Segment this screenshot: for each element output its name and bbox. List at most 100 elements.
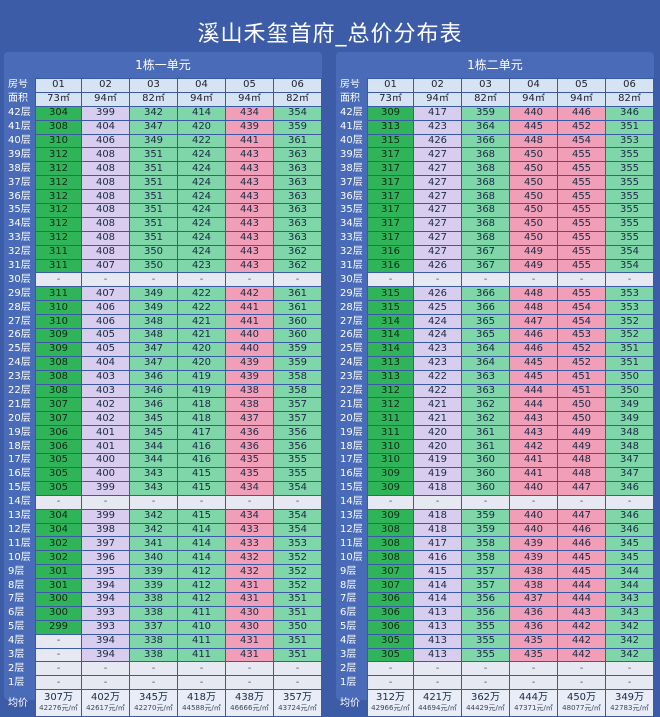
floor-label: 11层 [8, 537, 31, 549]
price-cell: 454 [557, 300, 606, 316]
price-cell: 411 [177, 647, 226, 663]
unit-number-06: 06 [273, 78, 322, 93]
price-cell: 421 [177, 314, 226, 330]
price-cell: 305 [35, 466, 82, 482]
floor-label: 32层 [8, 246, 31, 258]
floor-row: 8层 301 394 339 412 431 352 [6, 578, 322, 593]
price-cell: 434 [225, 508, 274, 524]
price-cell: 441 [225, 133, 274, 149]
price-cell: 343 [129, 480, 178, 496]
price-cell: 368 [461, 189, 510, 205]
price-cell: 355 [605, 175, 654, 191]
area-cell: 94㎡ [81, 91, 130, 107]
area-cell: 94㎡ [413, 91, 462, 107]
floor-label: 39层 [340, 148, 363, 160]
price-cell: - [557, 494, 606, 510]
price-cell: 317 [367, 175, 414, 191]
floor-label: 26层 [340, 329, 363, 341]
price-cell: - [367, 675, 414, 691]
price-cell: 317 [367, 230, 414, 246]
price-cell: 300 [35, 591, 82, 607]
price-cell: 314 [367, 341, 414, 357]
floor-row: 41层 308 404 347 420 439 359 [6, 119, 322, 135]
floor-row: 13层 304 399 342 415 434 354 [6, 508, 322, 524]
floor-row: 26层 309 405 348 421 440 360 [6, 328, 322, 343]
price-cell: - [605, 661, 654, 677]
floor-row: 14层 - - - - - - [6, 494, 322, 510]
header-row: 房号 01 02 03 04 05 06 [6, 78, 322, 93]
price-cell: 307 [35, 411, 82, 427]
price-cell: 421 [413, 397, 462, 413]
price-cell: - [81, 661, 130, 677]
price-cell: 441 [509, 453, 558, 468]
price-cell: 301 [35, 578, 82, 593]
price-cell: 455 [557, 161, 606, 177]
price-cell: 408 [81, 230, 130, 246]
price-cell: 311 [35, 258, 82, 274]
price-cell: 440 [225, 341, 274, 357]
price-cell: 417 [413, 105, 462, 121]
price-cell: 427 [413, 244, 462, 260]
price-cell: 443 [225, 147, 274, 163]
floor-row: 32层 316 427 367 449 455 354 [338, 244, 654, 260]
floor-row: 25层 309 405 347 420 440 359 [6, 341, 322, 357]
area-cell: 82㎡ [605, 91, 654, 107]
floor-label: 38层 [8, 162, 31, 174]
price-cell: 394 [81, 633, 130, 649]
price-cell: 367 [461, 258, 510, 274]
price-cell: 368 [461, 230, 510, 246]
price-cell: 435 [509, 633, 558, 649]
price-cell: 450 [509, 147, 558, 163]
price-cell: 437 [225, 411, 274, 427]
price-cell: 451 [557, 369, 606, 385]
price-cell: 355 [605, 203, 654, 218]
price-cell: 312 [35, 216, 82, 232]
price-cell: 356 [461, 605, 510, 621]
price-cell: 436 [225, 439, 274, 455]
price-cell: 354 [273, 508, 322, 524]
floor-label: 20层 [340, 412, 363, 424]
price-cell: 339 [129, 578, 178, 593]
price-cell: - [509, 272, 558, 288]
floor-row: 16层 305 400 343 415 435 355 [6, 466, 322, 482]
price-cell: 426 [413, 133, 462, 149]
floor-row: 6层 306 413 356 436 443 343 [338, 605, 654, 621]
price-cell: - [413, 675, 462, 691]
price-cell: 351 [129, 175, 178, 191]
floor-row: 2层 - - - - - - [338, 661, 654, 677]
price-cell: 455 [557, 216, 606, 232]
unit-number-05: 05 [225, 78, 274, 93]
price-cell: 448 [509, 286, 558, 302]
price-cell: 362 [273, 258, 322, 274]
price-cell: 455 [557, 203, 606, 218]
price-cell: - [225, 494, 274, 510]
price-cell: 424 [177, 203, 226, 218]
price-cell: 350 [605, 383, 654, 399]
floor-row: 28层 310 406 349 422 441 361 [6, 300, 322, 316]
average-cell: 307万 42276元/㎡ [35, 689, 82, 717]
price-cell: 439 [225, 119, 274, 135]
price-cell: 363 [273, 147, 322, 163]
price-cell: - [129, 494, 178, 510]
price-cell: 455 [557, 244, 606, 260]
floor-row: 12层 308 418 359 440 446 346 [338, 522, 654, 538]
price-cell: 346 [605, 480, 654, 496]
unit1-title: 1栋一单元 [135, 58, 191, 72]
price-cell: 424 [177, 175, 226, 191]
price-cell: 354 [273, 522, 322, 538]
price-cell: 404 [81, 119, 130, 135]
floor-row: 34层 312 408 351 424 443 363 [6, 216, 322, 232]
price-cell: 408 [81, 161, 130, 177]
price-cell: - [413, 494, 462, 510]
price-cell: 304 [35, 105, 82, 121]
price-cell: 430 [225, 619, 274, 635]
price-cell: 446 [509, 328, 558, 343]
price-cell: 352 [605, 314, 654, 330]
floor-row: 21层 307 402 346 418 438 357 [6, 397, 322, 413]
price-cell: 317 [367, 216, 414, 232]
price-cell: 351 [129, 230, 178, 246]
price-cell: 357 [461, 578, 510, 593]
price-cell: 337 [129, 619, 178, 635]
price-cell: 311 [35, 286, 82, 302]
price-cell: 443 [509, 425, 558, 441]
